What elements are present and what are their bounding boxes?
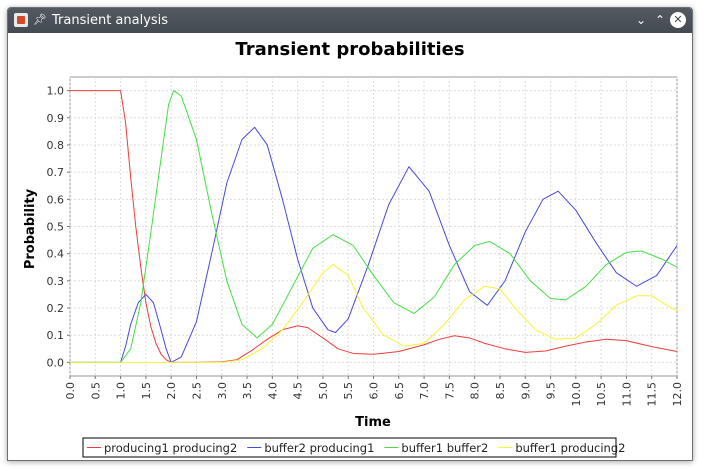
y-tick-label: 1.0	[47, 85, 65, 98]
legend: producing1 producing2 buffer2 producing1 b…	[82, 437, 625, 458]
y-tick-label: 0.9	[47, 112, 65, 125]
chart-title: Transient probabilities	[235, 39, 464, 60]
pin-icon[interactable]: 📌︎	[33, 13, 47, 26]
x-tick-label: 11.5	[646, 382, 659, 407]
y-tick-label: 0.6	[47, 193, 65, 206]
y-tick-label: 0.3	[47, 275, 65, 288]
grid	[69, 77, 678, 376]
y-tick-label: 0.4	[47, 248, 65, 261]
series-line-3	[70, 90, 678, 363]
x-tick-label: 5.0	[317, 382, 330, 400]
x-tick-label: 7.0	[418, 382, 431, 400]
x-tick-label: 5.5	[342, 382, 355, 400]
x-tick-label: 7.5	[443, 382, 456, 400]
x-tick-label: 2.5	[190, 382, 203, 400]
x-tick-label: 8.0	[469, 382, 482, 400]
y-tick-label: 0.0	[47, 356, 65, 369]
window-title: Transient analysis	[52, 13, 169, 28]
axes: 0.0 0.1 0.2 0.3 0.4 0.5 0.6 0.7 0.8 0.9 1.0 0.0 0.5 1…	[47, 85, 685, 407]
chart-panel: Transient probabilities 0.0 0.1 0.2 0.3 0.4 0…	[8, 33, 692, 460]
x-tick-label: 1.0	[115, 382, 128, 400]
x-tick-label: 12.0	[671, 382, 684, 407]
y-tick-label: 0.7	[47, 166, 65, 179]
x-tick-label: 9.0	[519, 382, 532, 400]
x-tick-label: 6.5	[393, 382, 406, 400]
legend-box	[82, 437, 617, 458]
y-tick-label: 0.5	[47, 221, 65, 234]
y-axis-label: Probability	[23, 188, 38, 269]
x-tick-label: 2.0	[165, 382, 178, 400]
x-tick-label: 4.0	[266, 382, 279, 400]
minimize-button[interactable]: ⌄	[635, 13, 647, 27]
x-axis-label: Time	[355, 415, 391, 430]
x-tick-label: 1.5	[140, 382, 153, 400]
transient-analysis-window: 📌︎ Transient analysis ⌄ ⌃ ✕ Transient pr…	[7, 7, 693, 461]
legend-label-3: buffer1 buffer2	[401, 441, 488, 455]
x-tick-label: 11.0	[620, 382, 633, 407]
java-app-icon	[14, 13, 28, 27]
close-button[interactable]: ✕	[670, 12, 686, 28]
maximize-button[interactable]: ⌃	[654, 13, 666, 27]
series-line-4	[70, 264, 678, 363]
x-tick-label: 3.0	[216, 382, 229, 400]
x-tick-label: 9.5	[545, 382, 558, 400]
x-tick-label: 6.0	[368, 382, 381, 400]
y-tick-label: 0.8	[47, 139, 65, 152]
series-line-2	[70, 126, 678, 363]
legend-label-2: buffer2 producing1	[264, 441, 374, 455]
transient-chart: Transient probabilities 0.00.10.20.30.40…	[23, 39, 685, 458]
series-lines	[70, 90, 678, 363]
x-tick-label: 0.0	[64, 382, 77, 400]
x-tick-label: 0.5	[89, 382, 102, 400]
x-tick-label: 4.5	[292, 382, 305, 400]
x-tick-label: 8.5	[494, 382, 507, 400]
x-tick-label: 3.5	[241, 382, 254, 400]
legend-label-4: buffer1 producing2	[515, 441, 625, 455]
x-tick-label: 10.0	[570, 382, 583, 407]
y-tick-label: 0.2	[47, 302, 65, 315]
title-bar[interactable]: 📌︎ Transient analysis ⌄ ⌃ ✕	[8, 8, 692, 33]
legend-label-1: producing1 producing2	[104, 441, 237, 455]
y-tick-label: 0.1	[47, 329, 65, 342]
x-tick-label: 10.5	[595, 382, 608, 407]
